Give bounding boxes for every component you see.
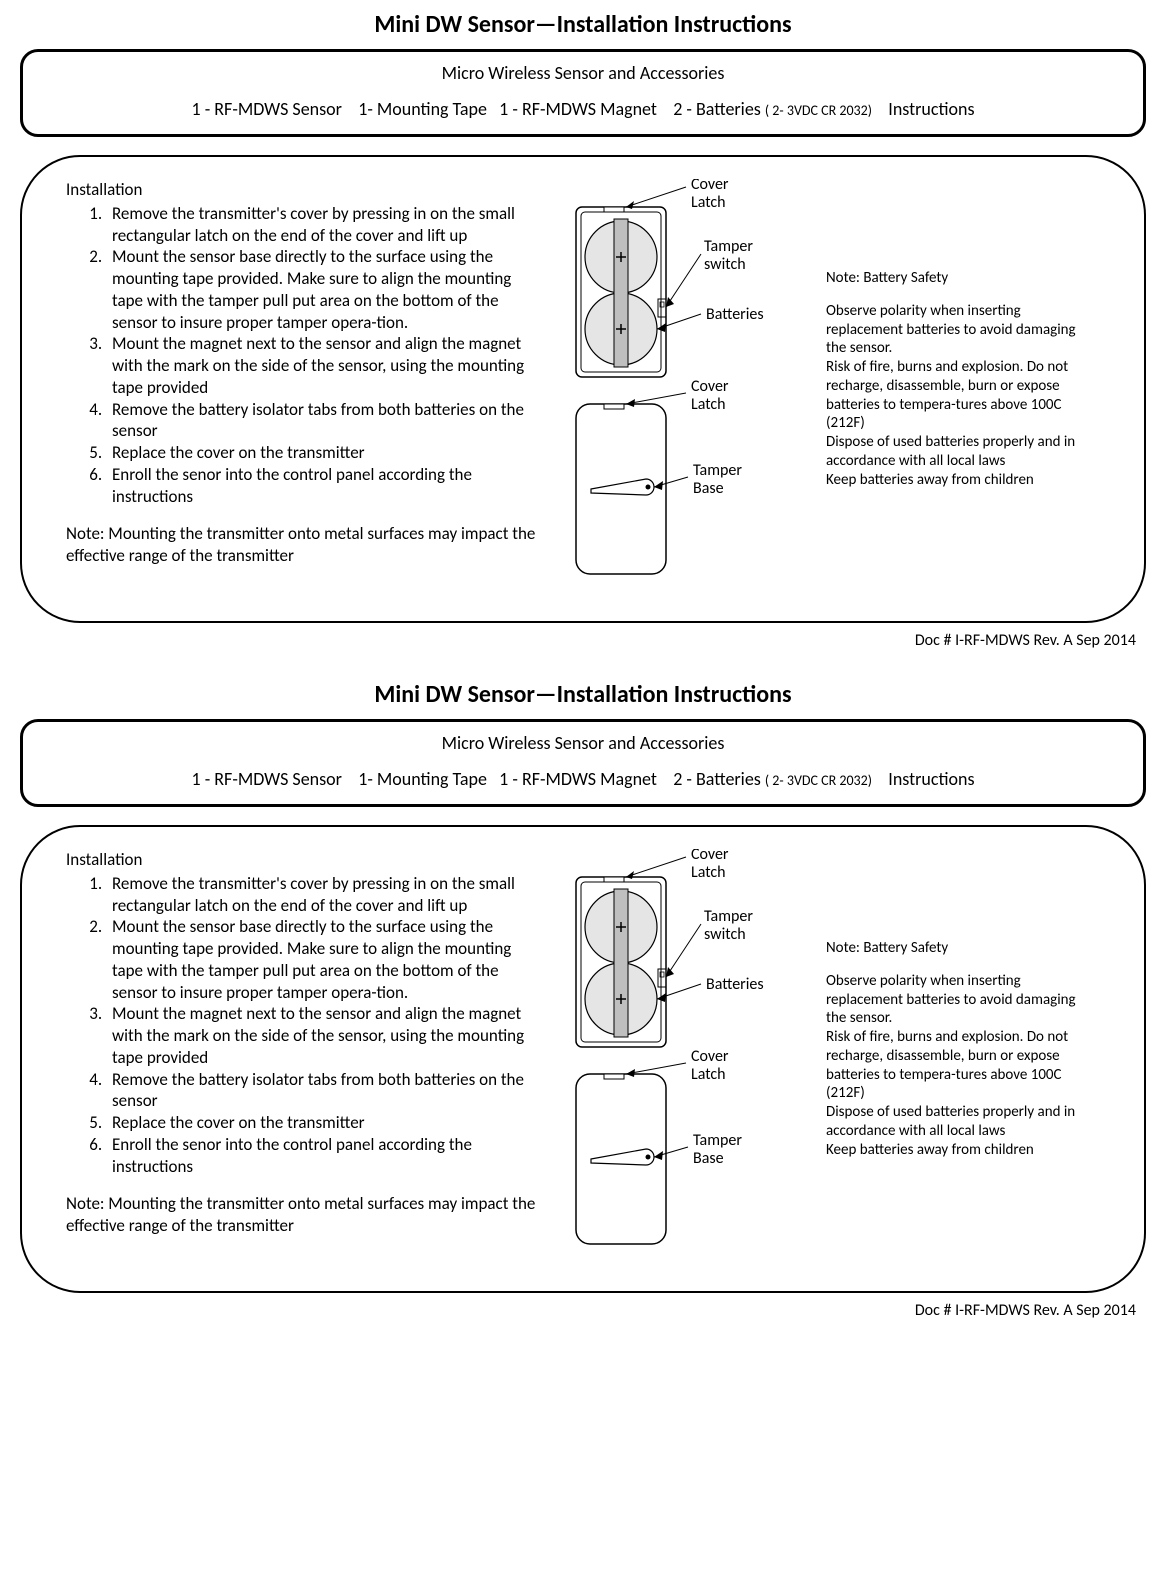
step: Replace the cover on the transmitter [106,442,546,464]
step: Mount the magnet next to the sensor and … [106,1003,546,1068]
svg-text:Batteries: Batteries [706,975,764,994]
install-column: Installation Remove the transmitter's co… [66,179,546,567]
step: Remove the transmitter's cover by pressi… [106,203,546,247]
page-2: Mini DW Sensor—Installation Instructions… [0,670,1166,1340]
parts-small: ( 2- 3VDC CR 2032) [765,102,872,119]
parts-box: Micro Wireless Sensor and Accessories 1 … [20,49,1146,137]
install-steps: Remove the transmitter's cover by pressi… [66,873,546,1178]
page-title: Mini DW Sensor—Installation Instructions [20,680,1146,709]
install-note: Note: Mounting the transmitter onto meta… [66,523,546,567]
diagram-column: Cover Latch Tamper switch Batteries Cove… [546,849,826,1269]
svg-text:Tamper: Tamper [704,237,753,256]
doc-footer: Doc # I-RF-MDWS Rev. A Sep 2014 [20,631,1146,650]
svg-text:Latch: Latch [691,863,726,882]
safety-column: Note: Battery Safety Observe polarity wh… [826,179,1086,489]
parts-end: Instructions [872,98,975,120]
svg-text:Base: Base [693,479,724,498]
svg-text:Base: Base [693,1149,724,1168]
safety-body: Observe polarity when inserting replacem… [826,972,1086,1160]
parts-end: Instructions [872,768,975,790]
step: Enroll the senor into the control panel … [106,464,546,508]
svg-text:Latch: Latch [691,193,726,212]
page-title: Mini DW Sensor—Installation Instructions [20,10,1146,39]
safety-column: Note: Battery Safety Observe polarity wh… [826,849,1086,1159]
doc-footer: Doc # I-RF-MDWS Rev. A Sep 2014 [20,1301,1146,1320]
step: Enroll the senor into the control panel … [106,1134,546,1178]
sensor-diagram: Cover Latch Tamper switch Batteries Cove… [546,849,826,1269]
parts-subtitle: Micro Wireless Sensor and Accessories [43,732,1123,754]
safety-title: Note: Battery Safety [826,269,1086,288]
svg-text:Cover: Cover [691,179,729,194]
svg-text:Tamper: Tamper [704,907,753,926]
instructions-box: Installation Remove the transmitter's co… [20,825,1146,1293]
install-column: Installation Remove the transmitter's co… [66,849,546,1237]
parts-box: Micro Wireless Sensor and Accessories 1 … [20,719,1146,807]
step: Remove the transmitter's cover by pressi… [106,873,546,917]
svg-text:Cover: Cover [691,377,729,396]
parts-list: 1 - RF-MDWS Sensor 1- Mounting Tape 1 - … [43,768,1123,790]
diagram-column: Cover Latch Tamper switch Batteries [546,179,826,599]
parts-small: ( 2- 3VDC CR 2032) [765,772,872,789]
svg-text:Latch: Latch [691,1065,726,1084]
parts-subtitle: Micro Wireless Sensor and Accessories [43,62,1123,84]
parts-list: 1 - RF-MDWS Sensor 1- Mounting Tape 1 - … [43,98,1123,120]
sensor-diagram: Cover Latch Tamper switch Batteries [546,179,826,599]
page-1: Mini DW Sensor—Installation Instructions… [0,0,1166,670]
instructions-box: Installation Remove the transmitter's co… [20,155,1146,623]
svg-text:Batteries: Batteries [706,305,764,324]
install-heading: Installation [66,179,546,201]
svg-text:switch: switch [704,925,746,944]
install-steps: Remove the transmitter's cover by pressi… [66,203,546,508]
safety-title: Note: Battery Safety [826,939,1086,958]
svg-text:switch: switch [704,255,746,274]
svg-text:Tamper: Tamper [693,1131,742,1150]
install-heading: Installation [66,849,546,871]
parts-main: 1 - RF-MDWS Sensor 1- Mounting Tape 1 - … [192,768,765,790]
svg-text:Cover: Cover [691,849,729,864]
step: Replace the cover on the transmitter [106,1112,546,1134]
svg-text:Tamper: Tamper [693,461,742,480]
step: Mount the sensor base directly to the su… [106,246,546,333]
step: Mount the sensor base directly to the su… [106,916,546,1003]
step: Mount the magnet next to the sensor and … [106,333,546,398]
svg-text:Cover: Cover [691,1047,729,1066]
safety-body: Observe polarity when inserting replacem… [826,302,1086,490]
install-note: Note: Mounting the transmitter onto meta… [66,1193,546,1237]
step: Remove the battery isolator tabs from bo… [106,399,546,443]
step: Remove the battery isolator tabs from bo… [106,1069,546,1113]
svg-text:Latch: Latch [691,395,726,414]
parts-main: 1 - RF-MDWS Sensor 1- Mounting Tape 1 - … [192,98,765,120]
